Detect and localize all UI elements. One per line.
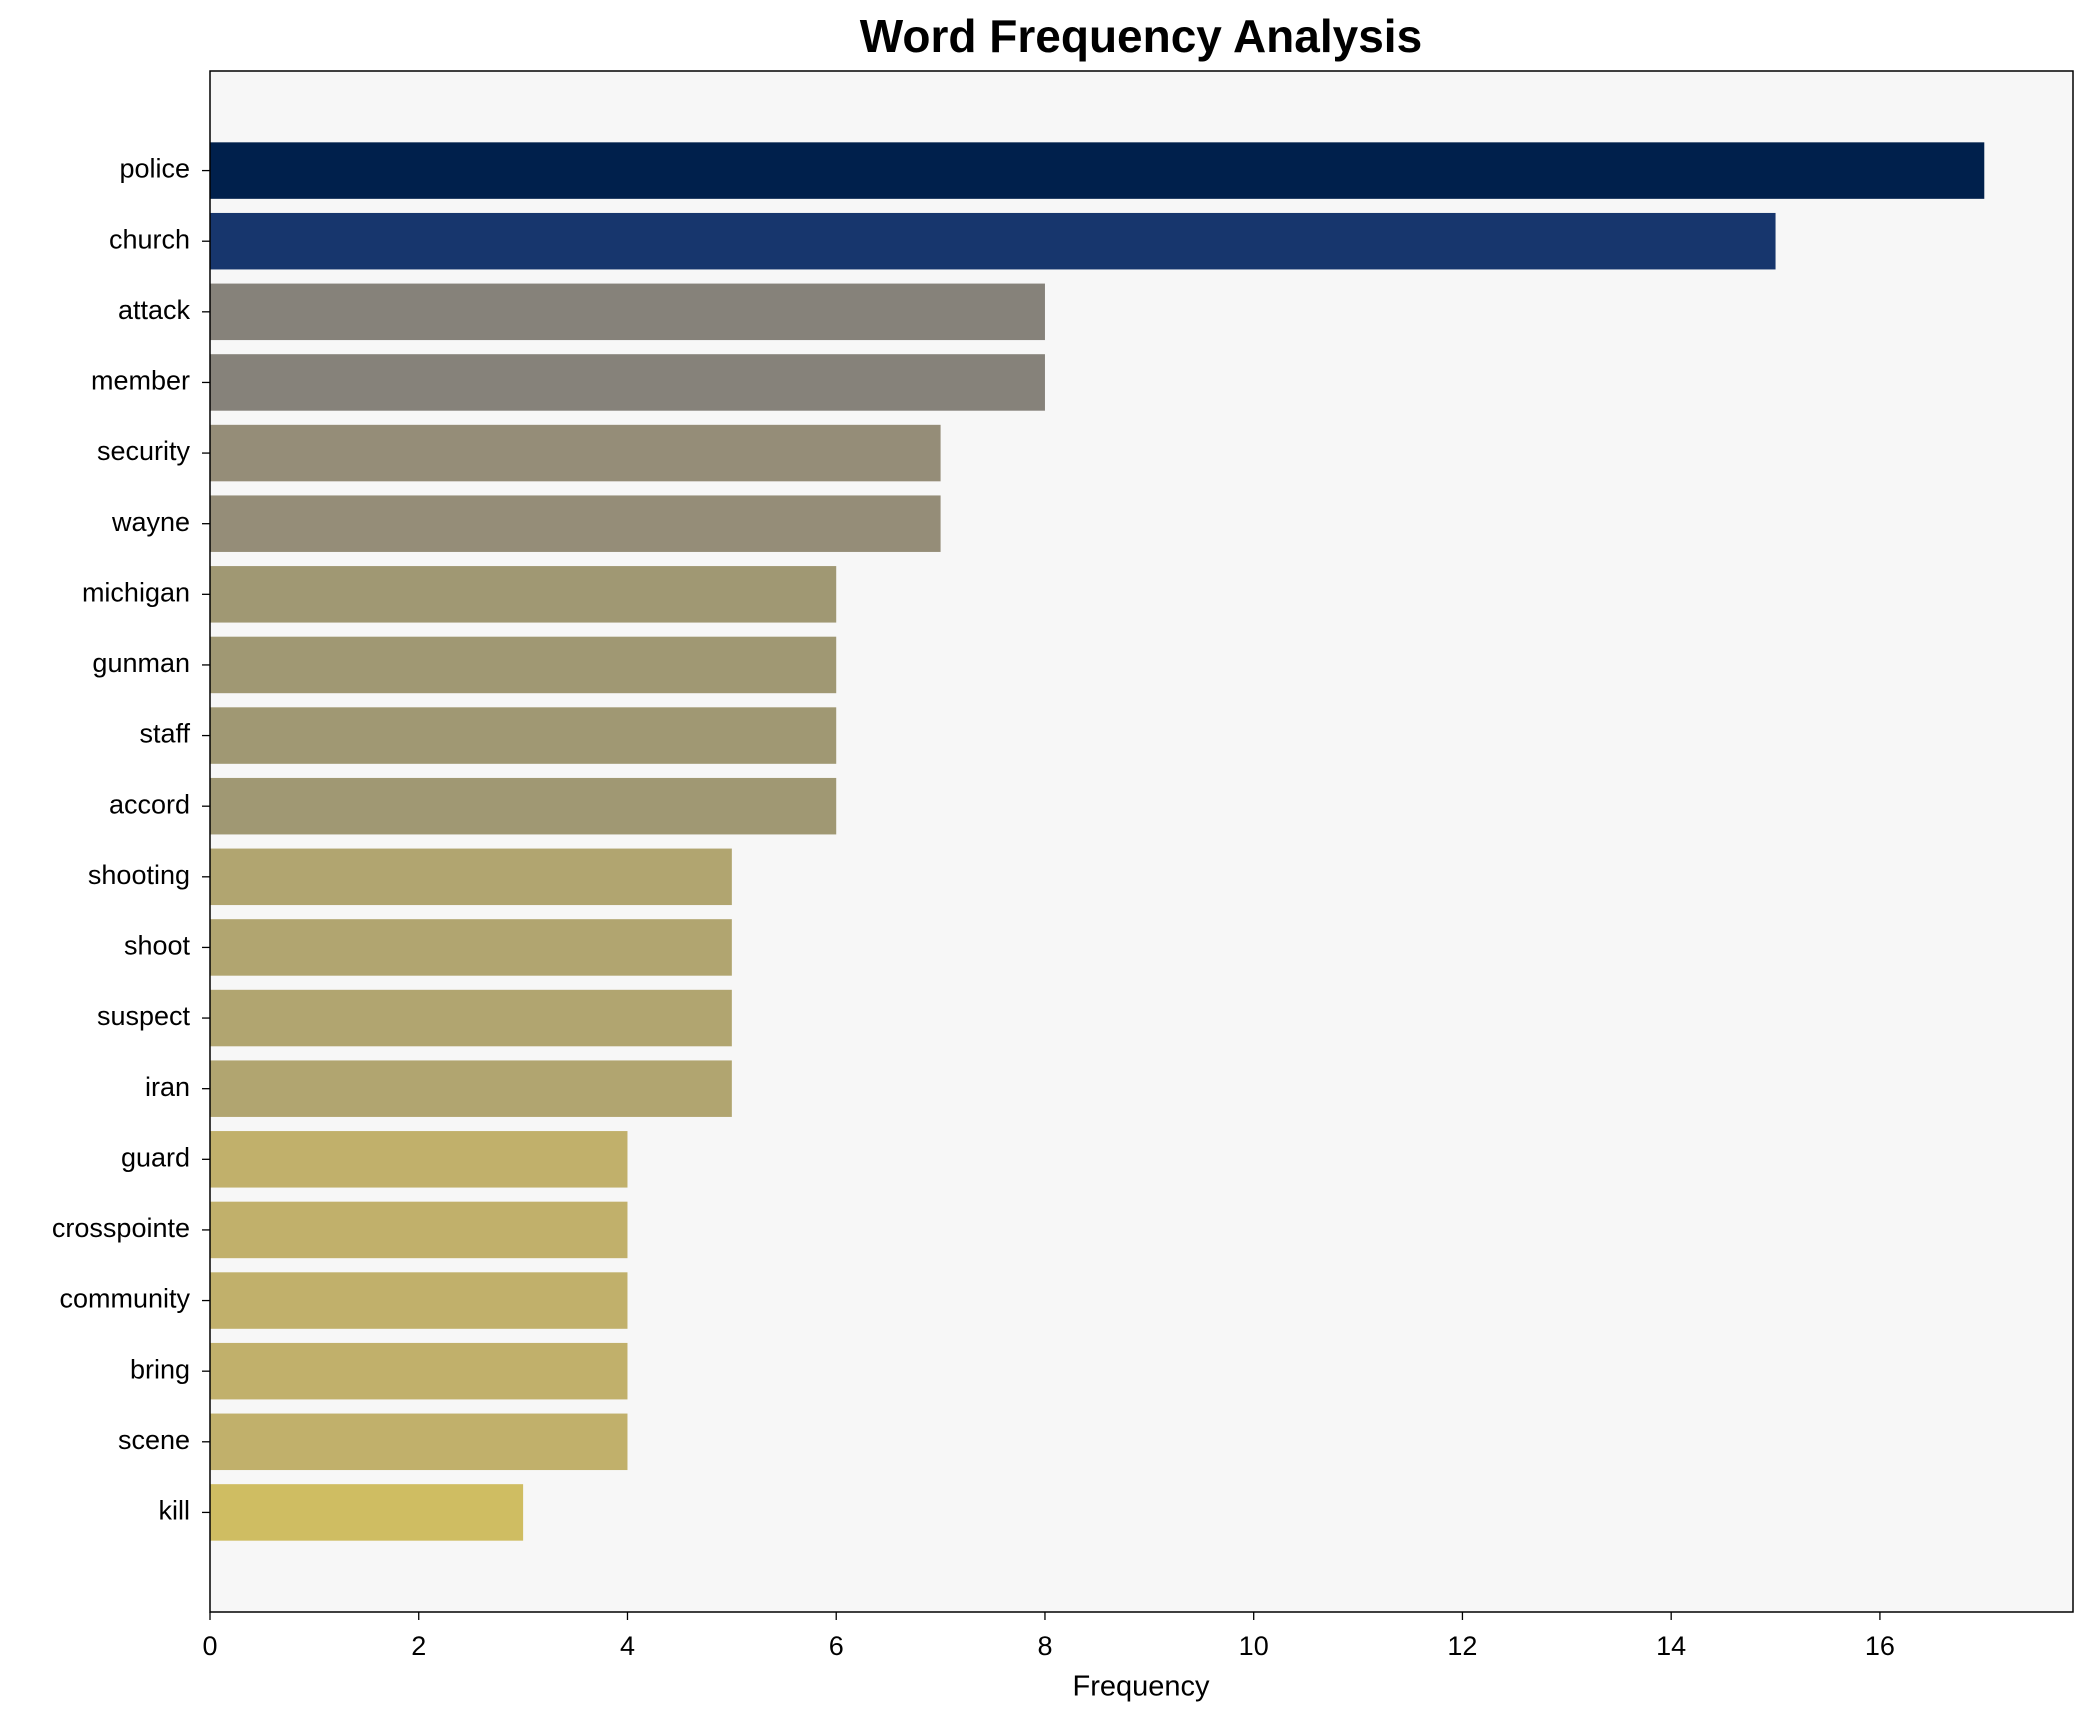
bar — [210, 212, 1776, 270]
y-tick-label: scene — [118, 1425, 190, 1455]
x-tick-label: 8 — [1037, 1631, 1052, 1661]
x-tick-label: 6 — [829, 1631, 844, 1661]
bar — [210, 1484, 524, 1541]
y-tick-label: accord — [109, 789, 190, 819]
x-tick-label: 10 — [1239, 1631, 1269, 1661]
y-tick-label: kill — [159, 1496, 191, 1526]
bar — [210, 848, 732, 906]
bar — [210, 636, 837, 694]
bar — [210, 989, 732, 1047]
x-tick-label: 0 — [202, 1631, 217, 1661]
y-tick-label: attack — [118, 295, 191, 325]
bar — [210, 283, 1045, 341]
bar — [210, 495, 941, 552]
y-tick-label: michigan — [82, 577, 190, 607]
y-tick-label: security — [97, 436, 191, 466]
y-tick-label: crosspointe — [52, 1213, 190, 1243]
x-tick-label: 12 — [1447, 1631, 1477, 1661]
bar — [210, 566, 837, 623]
bar — [210, 1272, 628, 1329]
y-tick-label: shooting — [88, 860, 190, 890]
y-tick-label: police — [119, 154, 190, 184]
bar — [210, 919, 732, 976]
x-tick-label: 14 — [1656, 1631, 1686, 1661]
bar — [210, 777, 837, 835]
bar — [210, 354, 1045, 411]
x-tick-label: 16 — [1865, 1631, 1895, 1661]
plot-border — [209, 70, 2074, 1613]
chart-title: Word Frequency Analysis — [860, 10, 1422, 62]
y-tick-label: church — [109, 224, 190, 254]
y-tick-label: shoot — [124, 931, 191, 961]
y-tick-label: community — [59, 1284, 190, 1314]
bar — [210, 1131, 628, 1188]
x-axis-label: Frequency — [1072, 1671, 1210, 1703]
bar — [210, 142, 1985, 199]
bar — [210, 424, 941, 482]
y-tick-label: bring — [130, 1354, 190, 1384]
y-tick-label: wayne — [111, 507, 190, 537]
y-tick-label: guard — [121, 1142, 190, 1172]
y-tick-label: gunman — [92, 648, 190, 678]
y-tick-label: suspect — [97, 1001, 191, 1031]
x-tick-label: 4 — [620, 1631, 635, 1661]
bar — [210, 1201, 628, 1259]
bar — [210, 1413, 628, 1471]
y-tick-label: staff — [139, 719, 190, 749]
y-tick-label: member — [91, 366, 190, 396]
x-tick-label: 2 — [411, 1631, 426, 1661]
bar — [210, 707, 837, 764]
bar — [210, 1342, 628, 1400]
y-tick-label: iran — [145, 1072, 190, 1102]
bar — [210, 1060, 732, 1117]
